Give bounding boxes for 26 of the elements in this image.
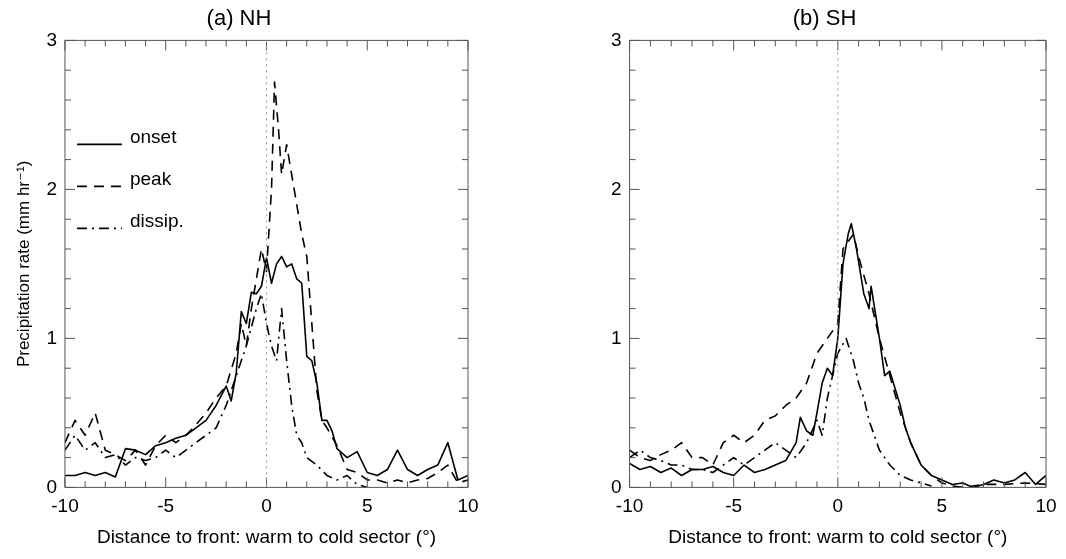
y-tick-label: 1 xyxy=(46,326,57,348)
x-tick-label: -5 xyxy=(725,495,743,517)
chart-title: (a) NH xyxy=(206,5,272,31)
legend-label: peak xyxy=(129,167,172,189)
y-tick-label: 0 xyxy=(46,475,57,497)
x-axis-title: Distance to front: warm to cold sector (°) xyxy=(96,525,437,547)
x-tick-label: 10 xyxy=(1035,495,1057,517)
x-tick-label: 5 xyxy=(361,495,373,517)
x-tick-label: 0 xyxy=(832,495,844,517)
x-tick-label: -10 xyxy=(615,495,644,517)
y-tick-label: 3 xyxy=(610,28,622,50)
y-tick-label: 2 xyxy=(610,177,622,199)
y-tick-label: 1 xyxy=(610,326,622,348)
chart-title: (b) SH xyxy=(792,5,857,31)
x-axis-title: Distance to front: warm to cold sector (°) xyxy=(668,525,1008,547)
x-tick-label: -5 xyxy=(157,495,175,517)
y-tick-label: 2 xyxy=(46,177,57,199)
y-tick-label: 3 xyxy=(46,28,57,50)
x-tick-label: 5 xyxy=(936,495,948,517)
x-tick-label: 10 xyxy=(457,495,479,517)
legend-label: onset xyxy=(129,125,178,147)
legend-label: dissip. xyxy=(129,209,184,231)
y-axis-title: Precipitation rate (mm hr⁻¹) xyxy=(13,160,33,368)
x-tick-label: 0 xyxy=(261,495,272,517)
y-tick-label: 0 xyxy=(610,475,622,497)
x-tick-label: -10 xyxy=(51,495,79,517)
